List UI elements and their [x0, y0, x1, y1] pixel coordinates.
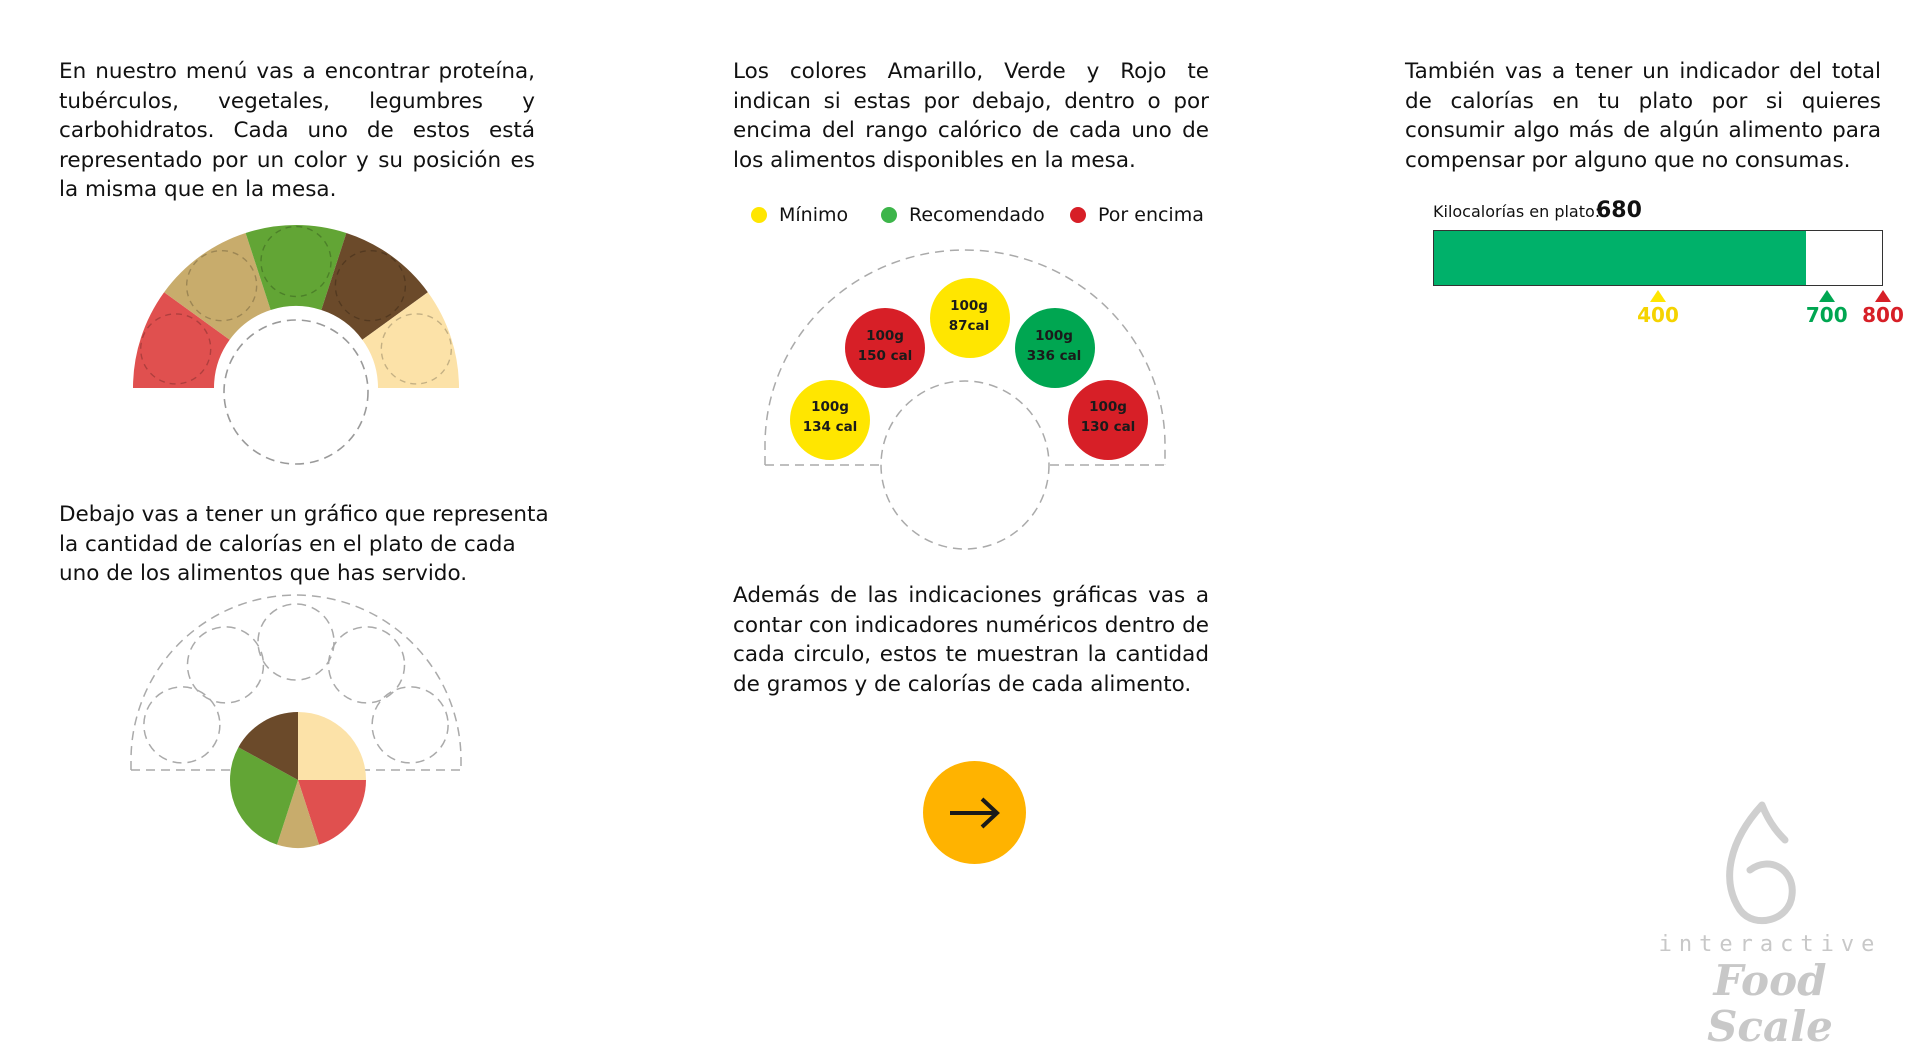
red-sector — [133, 292, 230, 388]
chart-description: Debajo vas a tener un gráfico que repres… — [59, 502, 549, 587]
plate-slot-outline — [327, 626, 406, 704]
grams-text: 100g — [1089, 399, 1127, 415]
calories-text: 87cal — [948, 318, 990, 334]
logo-text-food-scale: Food Scale — [1707, 956, 1833, 1051]
legend-label: Recomendado — [909, 204, 1045, 226]
food-calorie-circle — [930, 278, 1010, 358]
table-outline — [764, 249, 1166, 465]
logo-mark-icon — [1726, 801, 1796, 925]
pie-slice — [298, 780, 366, 845]
menu-description: En nuestro menú vas a encontrar proteína… — [59, 59, 535, 203]
kcal-marker-label: 400 — [1637, 303, 1679, 327]
legend-item-recomendado: Recomendado — [881, 201, 1045, 229]
food-circle-label: 100g 134 cal — [790, 397, 870, 437]
food-calorie-circle — [790, 380, 870, 460]
kcal-progress-fill — [1434, 231, 1806, 285]
food-calorie-circle — [1015, 308, 1095, 388]
kcal-value: 680 — [1596, 198, 1642, 223]
pie-slice — [298, 712, 366, 780]
plate-outline — [223, 319, 369, 465]
calorie-status-legend: Mínimo Recomendado Por encima — [741, 201, 1204, 229]
plate-slot-outline — [260, 225, 332, 298]
pie-slice — [238, 712, 298, 780]
next-button[interactable] — [923, 761, 1026, 864]
grams-text: 100g — [866, 328, 904, 344]
grams-text: 100g — [1035, 328, 1073, 344]
pie-slice — [230, 747, 298, 845]
food-calorie-circle — [845, 308, 925, 388]
numeric-description: Además de las indicaciones gráficas vas … — [733, 583, 1209, 697]
red-dot-icon — [1070, 207, 1086, 223]
plate-slot-outline — [257, 603, 335, 681]
yellow-dot-icon — [751, 207, 767, 223]
food-circle-label: 100g 130 cal — [1068, 397, 1148, 437]
green-sector — [245, 225, 347, 311]
kcal-label: Kilocalorías en plato: — [1433, 202, 1601, 221]
table-outline — [130, 594, 462, 770]
kcal-marker-triangle-icon — [1650, 290, 1666, 302]
kcal-progress-bar — [1433, 230, 1883, 286]
calories-text: 134 cal — [802, 419, 858, 435]
pie-slice — [276, 780, 320, 848]
plate-slot-outline — [185, 249, 258, 322]
kcal-marker-label: 800 — [1862, 303, 1904, 327]
food-circle-label: 100g 150 cal — [845, 326, 925, 366]
legend-item-por-encima: Por encima — [1070, 201, 1204, 229]
brown-sector — [321, 232, 428, 340]
kcal-marker-label: 700 — [1805, 303, 1848, 327]
legend-item-minimo: Mínimo — [751, 201, 848, 229]
food-circle-label: 100g 336 cal — [1014, 326, 1094, 366]
table-layout-diagram — [764, 249, 1166, 550]
cream-sector — [362, 292, 459, 388]
colors-description: Los colores Amarillo, Verde y Rojo te in… — [733, 59, 1209, 173]
legend-label: Por encima — [1098, 204, 1204, 226]
grams-text: 100g — [950, 298, 988, 314]
tan-sector — [164, 232, 271, 340]
plate-pie-chart — [130, 594, 462, 848]
grams-text: 100g — [811, 399, 849, 415]
menu-color-arc — [133, 225, 459, 465]
calories-text: 130 cal — [1080, 419, 1136, 435]
plate-outline — [880, 380, 1050, 550]
arrow-right-icon — [950, 797, 1000, 829]
food-circle-label: 100g 87cal — [929, 296, 1009, 336]
plate-slot-outline — [334, 249, 407, 322]
calories-text: 336 cal — [1026, 348, 1082, 364]
plate-slot-outline — [186, 626, 265, 704]
plate-slot-outline — [371, 686, 449, 764]
calories-text: 150 cal — [857, 348, 913, 364]
plate-slot-outline — [380, 313, 453, 385]
food-scale-logo: interactive Food Scale — [1630, 800, 1890, 1050]
legend-label: Mínimo — [779, 204, 849, 226]
kcal-marker-triangle-icon — [1875, 290, 1891, 302]
total-description: También vas a tener un indicador del tot… — [1405, 59, 1881, 173]
food-calorie-circle — [1068, 380, 1148, 460]
logo-text-interactive: interactive — [1658, 932, 1882, 957]
green-dot-icon — [881, 207, 897, 223]
plate-slot-outline — [139, 313, 212, 385]
kcal-marker-triangle-icon — [1818, 290, 1835, 302]
